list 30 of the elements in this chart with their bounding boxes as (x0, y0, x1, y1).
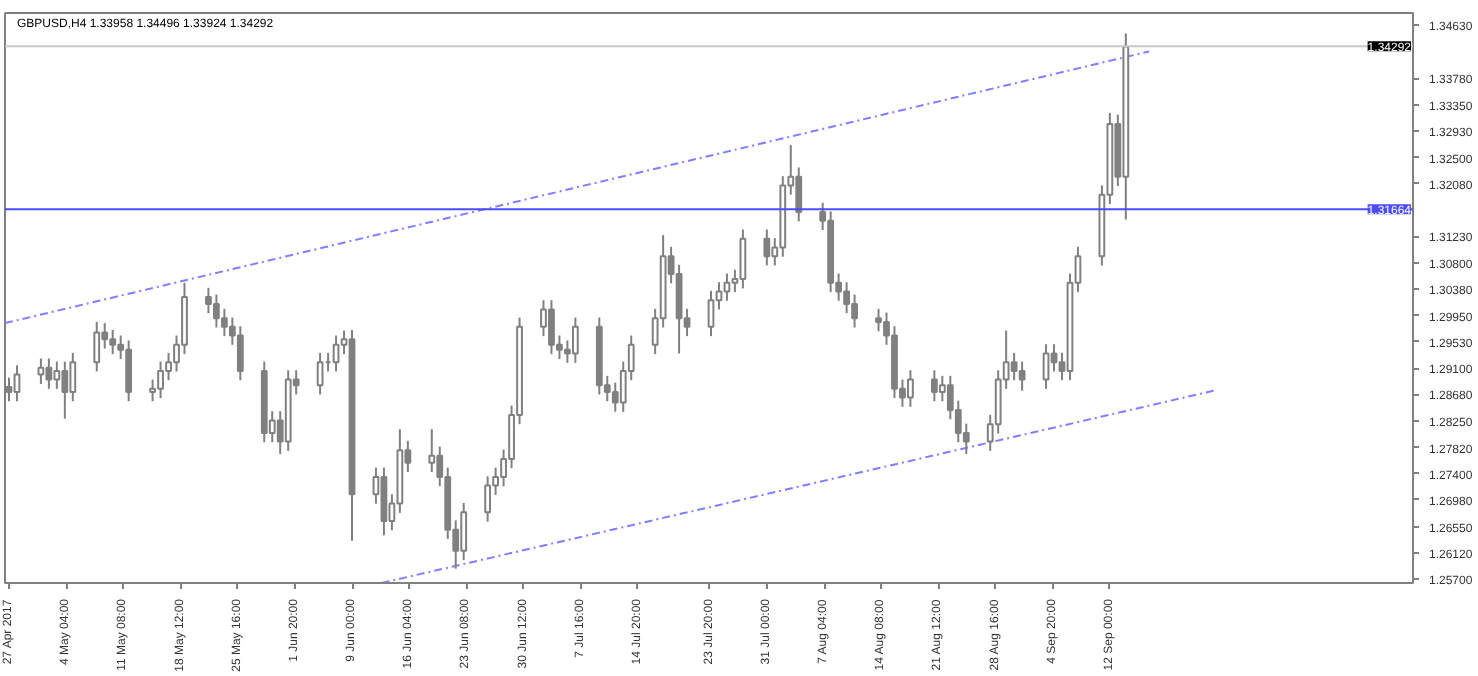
candlestick (332, 334, 340, 373)
candlestick (548, 299, 555, 356)
candlestick (571, 316, 579, 364)
candlestick (1018, 360, 1026, 392)
candlestick (316, 351, 324, 396)
candlestick (93, 320, 101, 373)
candlestick (707, 289, 715, 338)
candlestick (540, 299, 547, 338)
candlestick (236, 325, 244, 382)
candlestick (13, 364, 21, 403)
candlestick (907, 369, 914, 408)
candlestick (213, 293, 220, 329)
candlestick (109, 328, 117, 356)
candlestick (484, 475, 492, 523)
candlestick (157, 360, 164, 400)
candlestick (380, 466, 388, 537)
candlestick (53, 360, 61, 390)
candlestick (45, 357, 53, 390)
candlestick (220, 307, 228, 338)
candlestick (149, 378, 156, 403)
candlestick (61, 360, 69, 420)
candlestick (428, 428, 436, 473)
candlestick (460, 501, 468, 562)
candlestick (675, 263, 683, 355)
candlestick (930, 369, 938, 403)
candlestick (37, 357, 45, 385)
candlestick (763, 228, 771, 267)
candlestick (843, 281, 850, 315)
candlestick (125, 339, 133, 403)
candlestick (938, 374, 946, 403)
